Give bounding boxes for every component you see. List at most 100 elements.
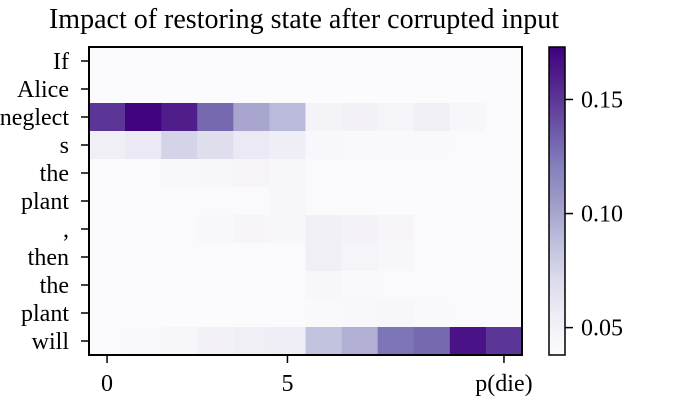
heatmap-cell xyxy=(197,215,234,244)
heatmap-cell xyxy=(413,47,451,76)
heatmap-cell xyxy=(485,243,523,272)
heatmap-cell xyxy=(161,187,198,216)
chart-title: Impact of restoring state after corrupte… xyxy=(49,4,559,35)
heatmap-cell xyxy=(233,47,270,76)
heatmap-cell xyxy=(341,103,379,132)
heatmap-cell xyxy=(377,299,415,328)
heatmap-cell xyxy=(305,215,343,244)
heatmap-cell xyxy=(197,75,234,104)
heatmap-cell xyxy=(89,271,126,300)
heatmap-cell xyxy=(485,131,523,160)
heatmap-cell xyxy=(89,103,126,132)
heatmap-cell xyxy=(305,47,343,76)
y-tick-label: , xyxy=(63,217,69,243)
y-tick-label: the xyxy=(40,273,69,299)
heatmap-cell xyxy=(269,47,306,76)
heatmap-cell xyxy=(269,75,306,104)
heatmap-cell xyxy=(269,159,306,188)
heatmap-cell xyxy=(161,243,198,272)
y-tick-label: plant xyxy=(21,301,69,327)
heatmap-cell xyxy=(449,215,487,244)
heatmap-cell xyxy=(233,187,270,216)
heatmap-cell xyxy=(341,75,379,104)
heatmap-cell xyxy=(269,271,306,300)
x-tick-label: 0 xyxy=(101,371,113,397)
heatmap-cell xyxy=(125,131,162,160)
heatmap-cell xyxy=(305,299,343,328)
heatmap-cell xyxy=(377,159,415,188)
heatmap-cell xyxy=(233,131,270,160)
heatmap-cell xyxy=(449,187,487,216)
heatmap-cell xyxy=(89,327,126,356)
heatmap-cell xyxy=(413,103,451,132)
heatmap-cell xyxy=(269,103,306,132)
heatmap-cell xyxy=(449,327,487,356)
heatmap-cell xyxy=(269,243,306,272)
heatmap-cell xyxy=(413,159,451,188)
heatmap-cell xyxy=(449,131,487,160)
heatmap-cell xyxy=(341,215,379,244)
y-tick-label: Alice xyxy=(17,77,69,103)
heatmap-cell xyxy=(233,215,270,244)
heatmap-cell xyxy=(377,215,415,244)
heatmap-cell xyxy=(89,75,126,104)
heatmap-cell xyxy=(341,159,379,188)
heatmap-cell xyxy=(413,215,451,244)
heatmap-cell xyxy=(305,243,343,272)
colorbar: 0.05 0.10 0.15 xyxy=(548,46,623,356)
heatmap-cells xyxy=(89,47,523,356)
y-tick-label: s xyxy=(60,133,69,159)
heatmap-cell xyxy=(377,47,415,76)
colorbar-tick-label: 0.15 xyxy=(581,87,623,113)
heatmap-cell xyxy=(377,271,415,300)
heatmap-cell xyxy=(449,75,487,104)
heatmap-cell xyxy=(485,187,523,216)
heatmap-cell xyxy=(449,299,487,328)
colorbar-tick-label: 0.05 xyxy=(581,316,623,342)
heatmap-cell xyxy=(197,243,234,272)
heatmap-cell xyxy=(161,159,198,188)
heatmap-cell xyxy=(197,131,234,160)
heatmap-cell xyxy=(449,47,487,76)
heatmap-cell xyxy=(305,187,343,216)
heatmap-cell xyxy=(125,215,162,244)
heatmap-cell xyxy=(413,299,451,328)
heatmap-cell xyxy=(125,299,162,328)
heatmap-cell xyxy=(485,327,523,356)
heatmap-cell xyxy=(305,159,343,188)
heatmap-cell xyxy=(197,299,234,328)
heatmap-cell xyxy=(305,131,343,160)
heatmap-cell xyxy=(305,75,343,104)
heatmap-cell xyxy=(197,103,234,132)
heatmap-cell xyxy=(449,243,487,272)
heatmap-cell xyxy=(341,271,379,300)
heatmap-cell xyxy=(341,131,379,160)
heatmap-cell xyxy=(485,103,523,132)
heatmap-cell xyxy=(125,75,162,104)
heatmap-cell xyxy=(161,299,198,328)
y-tick-label: will xyxy=(32,329,70,355)
heatmap-cell xyxy=(485,75,523,104)
heatmap-cell xyxy=(89,243,126,272)
heatmap-cell xyxy=(125,271,162,300)
heatmap-cell xyxy=(233,103,270,132)
heatmap-cell xyxy=(377,75,415,104)
heatmap-cell xyxy=(89,159,126,188)
heatmap-cell xyxy=(233,271,270,300)
x-tick-label: p(die) xyxy=(475,371,532,397)
heatmap-cell xyxy=(449,271,487,300)
heatmap-cell xyxy=(341,187,379,216)
heatmap-cell xyxy=(197,47,234,76)
heatmap-cell xyxy=(233,243,270,272)
heatmap-cell xyxy=(449,103,487,132)
heatmap-cell xyxy=(269,299,306,328)
heatmap-cell xyxy=(197,327,234,356)
heatmap-cell xyxy=(341,327,379,356)
heatmap-cell xyxy=(233,327,270,356)
x-tick-label: 5 xyxy=(281,371,293,397)
heatmap-cell xyxy=(89,187,126,216)
heatmap-cell xyxy=(161,271,198,300)
heatmap-cell xyxy=(377,243,415,272)
heatmap-cell xyxy=(305,103,343,132)
